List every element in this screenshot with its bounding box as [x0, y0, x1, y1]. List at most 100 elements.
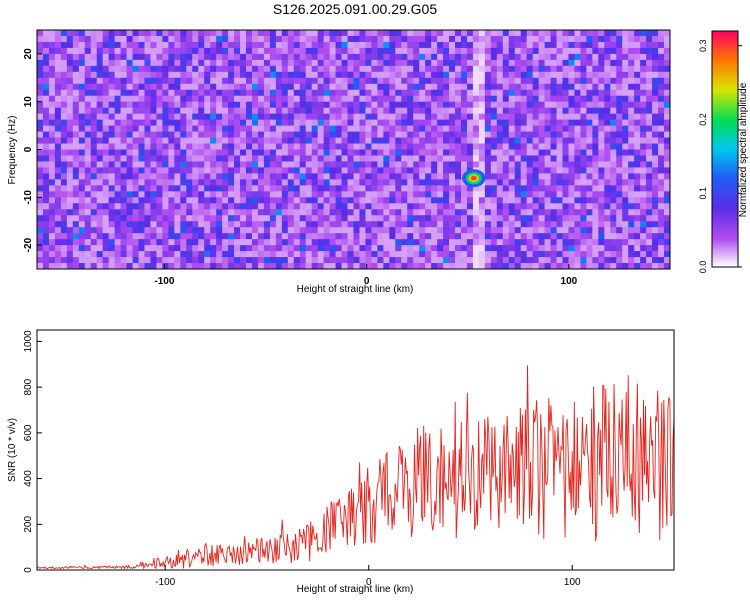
heatmap-cell: [102, 221, 110, 228]
heatmap-cell: [556, 89, 564, 97]
heatmap-cell: [174, 71, 181, 79]
heatmap-cell: [544, 125, 552, 133]
heatmap-cell: [556, 53, 564, 61]
heatmap-cell: [84, 167, 92, 174]
heatmap-cell: [108, 41, 116, 49]
heatmap-cell: [466, 161, 474, 169]
heatmap-cell: [634, 101, 641, 109]
heatmap-cell: [240, 173, 247, 180]
heatmap-cell: [407, 119, 414, 127]
heatmap-cell: [658, 227, 665, 234]
heatmap-cell: [478, 119, 486, 127]
heatmap-cell: [628, 83, 635, 91]
heatmap-cell: [329, 30, 337, 37]
heatmap-cell: [455, 77, 462, 85]
heatmap-cell: [144, 107, 152, 115]
heatmap-cell: [628, 191, 635, 198]
heatmap-cell: [311, 107, 319, 115]
heatmap-cell: [598, 251, 605, 258]
heatmap-cell: [640, 83, 647, 91]
heatmap-cell: [544, 65, 552, 73]
heatmap-cell: [383, 173, 390, 180]
heatmap-cell: [652, 125, 659, 133]
heatmap-cell: [652, 191, 659, 198]
heatmap-cell: [550, 35, 558, 43]
heatmap-cell: [562, 203, 570, 210]
heatmap-cell: [341, 77, 349, 85]
heatmap-cell: [144, 89, 152, 97]
heatmap-cell: [431, 131, 438, 139]
heatmap-cell: [293, 179, 301, 186]
heatmap-cell: [287, 239, 295, 246]
heatmap-cell: [658, 107, 665, 115]
heatmap-cell: [150, 113, 158, 121]
heatmap-cell: [293, 95, 301, 103]
heatmap-cell: [240, 155, 247, 163]
heatmap-cell: [550, 30, 558, 37]
heatmap-cell: [156, 173, 163, 180]
heatmap-cell: [622, 41, 629, 49]
heatmap-cell: [293, 119, 301, 127]
heatmap-cell: [293, 59, 301, 67]
heatmap-cell: [425, 101, 432, 109]
heatmap-cell: [54, 167, 62, 174]
heatmap-cell: [60, 233, 68, 240]
heatmap-cell: [652, 209, 659, 216]
heatmap-cell: [299, 53, 307, 61]
heatmap-cell: [604, 41, 611, 49]
heatmap-cell: [377, 233, 384, 240]
heatmap-cell: [162, 149, 169, 157]
heatmap-cell: [305, 185, 313, 192]
heatmap-cell: [174, 101, 181, 109]
heatmap-cell: [407, 221, 414, 228]
heatmap-cell: [658, 179, 665, 186]
y-tick-label: -10: [23, 190, 34, 205]
heatmap-cell: [592, 113, 599, 121]
heatmap-cell: [281, 89, 289, 97]
heatmap-cell: [198, 203, 205, 210]
heatmap-cell: [383, 185, 390, 192]
heatmap-cell: [96, 167, 104, 174]
heatmap-cell: [568, 101, 576, 109]
heatmap-cell: [490, 35, 498, 43]
heatmap-cell: [287, 65, 295, 73]
heatmap-cell: [192, 125, 199, 133]
heatmap-cell: [37, 185, 44, 192]
heatmap-cell: [520, 77, 528, 85]
heatmap-cell: [407, 83, 414, 91]
heatmap-cell: [502, 215, 510, 222]
heatmap-cell: [186, 59, 193, 67]
heatmap-cell: [156, 161, 163, 169]
heatmap-cell: [108, 167, 116, 174]
heatmap-cell: [526, 35, 534, 43]
heatmap-cell: [198, 149, 205, 157]
heatmap-cell: [520, 47, 528, 55]
heatmap-cell: [180, 107, 187, 115]
heatmap-cell: [377, 263, 384, 269]
heatmap-cell: [323, 131, 331, 139]
heatmap-cell: [198, 143, 205, 151]
heatmap-cell: [90, 179, 98, 186]
heatmap-cell: [78, 107, 86, 115]
heatmap-cell: [287, 173, 295, 180]
heatmap-cell: [341, 209, 349, 216]
heatmap-cell: [526, 137, 534, 145]
heatmap-cell: [484, 173, 492, 180]
heatmap-cell: [174, 83, 181, 91]
heatmap-cell: [216, 185, 223, 192]
heatmap-cell: [532, 71, 540, 79]
heatmap-cell: [132, 257, 140, 264]
heatmap-cell: [246, 65, 253, 73]
heatmap-cell: [234, 59, 241, 67]
heatmap-cell: [228, 143, 235, 151]
heatmap-cell: [419, 173, 426, 180]
heatmap-cell: [72, 191, 80, 198]
heatmap-cell: [66, 233, 74, 240]
heatmap-cell: [156, 233, 163, 240]
heatmap-cell: [240, 83, 247, 91]
heatmap-cell: [490, 83, 498, 91]
heatmap-cell: [48, 185, 56, 192]
heatmap-cell: [634, 179, 641, 186]
heatmap-cell: [48, 263, 56, 269]
